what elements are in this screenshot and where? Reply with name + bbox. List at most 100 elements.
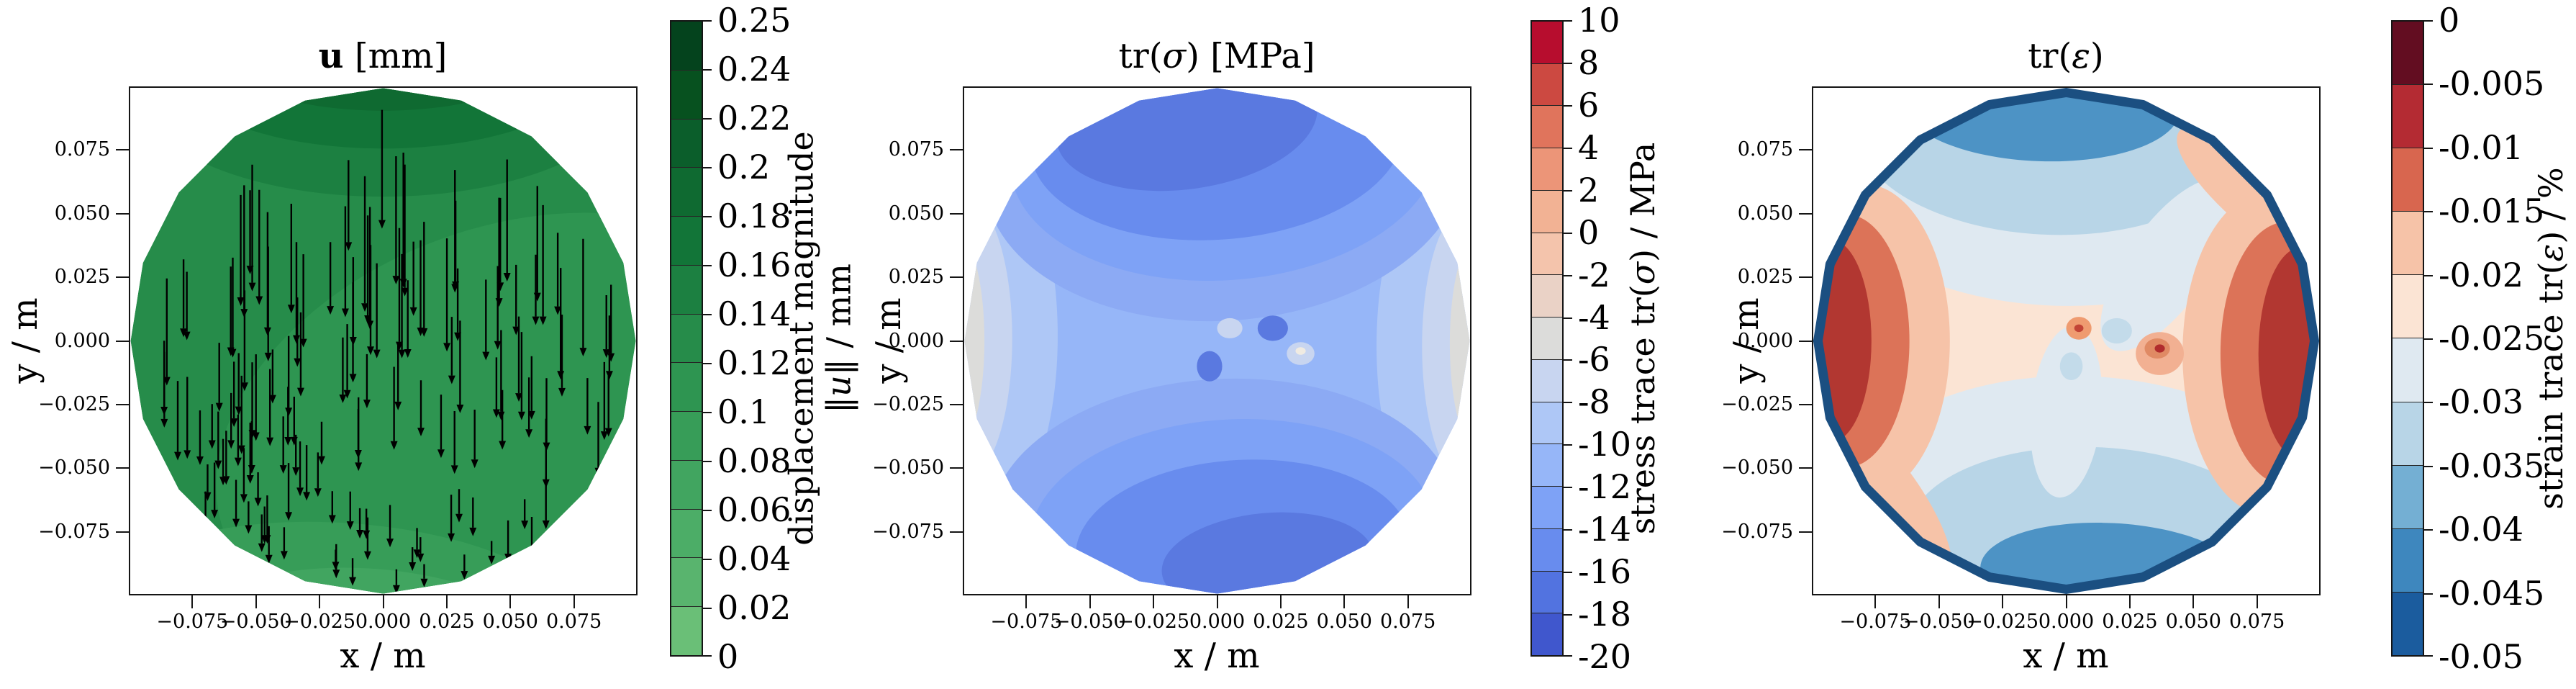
- contour-band: [2030, 325, 2103, 498]
- colorbar-tick-mark: [1564, 529, 1572, 531]
- y-tick-label: 0.075: [888, 138, 944, 161]
- colorbar-tick-mark: [2424, 147, 2433, 149]
- colorbar-tick-label: -12: [1578, 467, 1632, 507]
- colorbar-tick-mark: [1564, 274, 1572, 276]
- colorbar-tick-label: 4: [1578, 127, 1600, 167]
- colorbar-tick-mark: [1564, 232, 1572, 234]
- colorbar-segment: [1532, 613, 1562, 656]
- y-tick-label: −0.025: [872, 392, 944, 415]
- colorbar-tick-label: 0.22: [717, 98, 792, 138]
- colorbar-tick-label: 6: [1578, 85, 1600, 125]
- colorbar-tick-mark: [1564, 572, 1572, 574]
- colorbar-tick-mark: [1564, 402, 1572, 404]
- colorbar-tick-label: -0.01: [2439, 127, 2523, 167]
- colorbar-tick-mark: [2424, 655, 2433, 657]
- axes-box-displacement: [129, 86, 638, 595]
- colorbar-tick-label: -0.02: [2439, 255, 2523, 294]
- colorbar-tick-mark: [2424, 338, 2433, 340]
- contour-band: [1902, 88, 2180, 162]
- contour-band: [130, 88, 636, 197]
- y-tick-mark: [1799, 531, 1812, 533]
- colorbar-segment: [1532, 22, 1562, 63]
- x-tick-mark: [1216, 595, 1218, 608]
- colorbar-tick-mark: [1564, 20, 1572, 22]
- colorbar-tick-mark: [703, 313, 712, 315]
- colorbar-tick-label: -0.03: [2439, 382, 2523, 422]
- colorbar-segment: [671, 216, 702, 265]
- colorbar-segment: [671, 606, 702, 655]
- colorbar-tick-mark: [2424, 402, 2433, 404]
- colorbar-segment: [671, 362, 702, 412]
- colorbar-tick-label: 0.08: [717, 441, 792, 480]
- colorbar-tick-label: 10: [1578, 1, 1620, 40]
- colorbar-segment: [2393, 528, 2423, 592]
- y-tick-mark: [950, 340, 963, 342]
- x-tick-mark: [1343, 595, 1346, 608]
- colorbar-tick-label: -0.05: [2439, 637, 2523, 676]
- colorbar-tick-label: 0.1: [717, 392, 771, 431]
- x-tick-label: −0.075: [156, 611, 229, 633]
- field-displacement: [130, 88, 636, 594]
- colorbar-segment: [671, 313, 702, 363]
- colorbar-segment: [1532, 486, 1562, 528]
- colorbar-tick-label: 0.2: [717, 148, 771, 187]
- colorbar-segment: [1532, 189, 1562, 233]
- y-tick-mark: [950, 531, 963, 533]
- colorbar-tick-mark: [1564, 317, 1572, 319]
- y-tick-mark: [1799, 340, 1812, 342]
- colorbar-tick-label: 0.14: [717, 294, 792, 333]
- colorbar-tick-mark: [703, 117, 712, 120]
- colorbar-segment: [1532, 443, 1562, 487]
- colorbar-tick-mark: [703, 509, 712, 511]
- colorbar-tick-label: -6: [1578, 340, 1610, 379]
- colorbar-tick-label: -16: [1578, 552, 1632, 592]
- colorbar-tick-mark: [2424, 84, 2433, 86]
- y-tick-label: 0.050: [1737, 202, 1793, 225]
- quiver-arrows: [160, 109, 615, 594]
- colorbar-segment: [1532, 359, 1562, 402]
- x-tick-label: −0.075: [990, 611, 1063, 633]
- colorbar-displacement: [670, 20, 703, 657]
- colorbar-tick-mark: [703, 559, 712, 561]
- colorbar-tick-mark: [2424, 20, 2433, 22]
- colorbar-tick-mark: [703, 167, 712, 169]
- x-tick-label: 0.025: [2102, 611, 2158, 633]
- x-tick-mark: [319, 595, 321, 608]
- colorbar-tick-mark: [1564, 189, 1572, 192]
- y-tick-label: −0.075: [872, 520, 944, 543]
- colorbar-tick-label: -4: [1578, 297, 1610, 337]
- colorbar-segment: [1532, 232, 1562, 275]
- colorbar-tick-label: -0.005: [2439, 64, 2545, 104]
- colorbar-segment: [1532, 317, 1562, 359]
- colorbar-segment: [1532, 274, 1562, 318]
- y-tick-label: 0.000: [54, 329, 110, 352]
- colorbar-tick-mark: [1564, 655, 1572, 657]
- x-tick-mark: [2192, 595, 2195, 608]
- contour-band: [1980, 523, 2244, 594]
- x-tick-label: 0.075: [2228, 611, 2285, 633]
- colorbar-tick-label: 0.06: [717, 490, 792, 529]
- x-tick-label: 0.050: [2165, 611, 2221, 633]
- y-tick-mark: [116, 276, 129, 279]
- colorbar-tick-label: -0.015: [2439, 192, 2545, 231]
- y-tick-label: 0.025: [54, 266, 110, 289]
- colorbar-tick-label: 0: [717, 637, 739, 676]
- colorbar-tick-label: 0: [1578, 212, 1600, 252]
- x-tick-mark: [445, 595, 448, 608]
- colorbar-label-displacement: displacement magnitude ‖u‖ / mm: [781, 131, 858, 546]
- colorbar-tick-label: 8: [1578, 42, 1600, 82]
- colorbar-tick-mark: [1564, 444, 1572, 446]
- x-tick-label: −0.025: [284, 611, 356, 633]
- colorbar-segment: [2393, 338, 2423, 402]
- colorbar-segment: [671, 557, 702, 607]
- contour-band: [1197, 351, 1223, 382]
- y-tick-label: −0.025: [1721, 392, 1793, 415]
- x-tick-mark: [1407, 595, 1409, 608]
- x-tick-label: 0.025: [419, 611, 475, 633]
- colorbar-tick-label: -2: [1578, 255, 1610, 294]
- colorbar-tick-label: -18: [1578, 595, 1632, 634]
- colorbar-segment: [2393, 401, 2423, 465]
- contour-field-layers: [130, 88, 636, 594]
- y-tick-mark: [116, 340, 129, 342]
- panel-title-displacement: u [mm]: [318, 36, 448, 76]
